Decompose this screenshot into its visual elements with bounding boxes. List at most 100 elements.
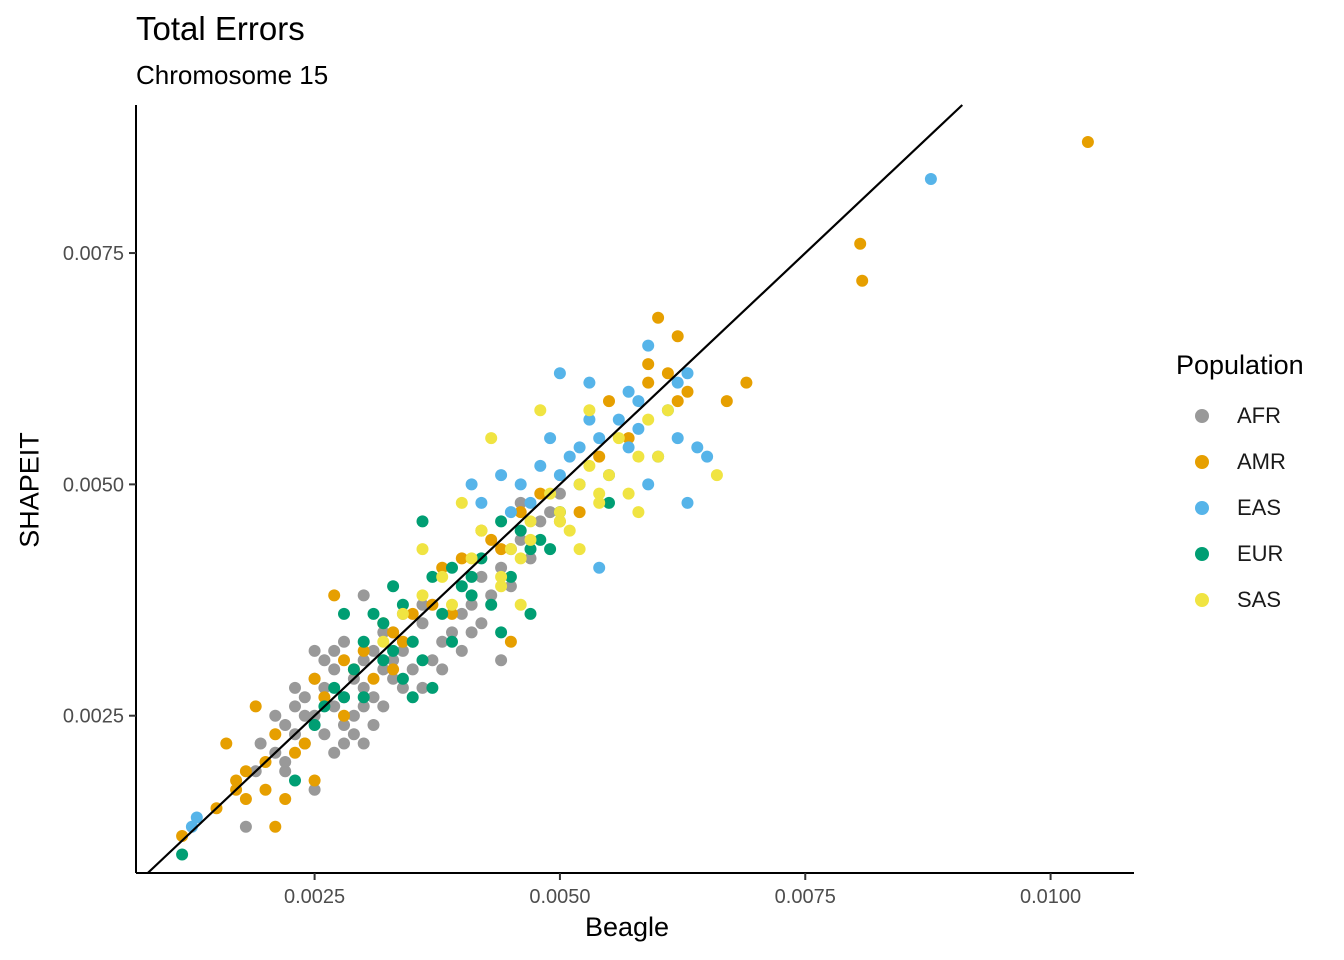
point-amr-39	[622, 432, 635, 445]
point-eur-30	[524, 543, 537, 556]
legend-title: Population	[1176, 350, 1304, 380]
point-sas-22	[583, 404, 596, 417]
point-eur-29	[524, 607, 537, 620]
point-eur-11	[387, 580, 400, 593]
point-afr-48	[475, 617, 488, 630]
point-eur-21	[455, 580, 468, 593]
y-axis-label: SHAPEIT	[14, 432, 45, 548]
point-amr-30	[485, 533, 498, 546]
point-eur-35	[396, 672, 409, 685]
point-amr-10	[279, 793, 292, 805]
point-eas-34	[632, 395, 645, 408]
point-eur-28	[514, 524, 527, 537]
legend-item-eur: EUR	[1176, 531, 1304, 577]
point-afr-45	[455, 607, 468, 620]
point-eur-17	[426, 570, 439, 583]
point-sas-21	[583, 459, 596, 472]
point-afr-30	[367, 644, 380, 657]
point-sas-36	[593, 487, 606, 500]
point-eas-2	[465, 478, 478, 491]
point-afr-62	[347, 728, 360, 741]
point-sas-7	[465, 552, 478, 565]
point-amr-32	[504, 635, 517, 648]
point-afr-8	[289, 700, 301, 713]
point-afr-59	[544, 506, 557, 519]
point-amr-5	[239, 765, 252, 778]
point-amr-46	[681, 385, 694, 398]
point-afr-27	[357, 654, 370, 667]
point-amr-47	[720, 395, 733, 408]
point-eas-3	[475, 496, 488, 509]
point-afr-4	[269, 709, 282, 722]
point-afr-63	[289, 681, 301, 694]
point-afr-41	[416, 681, 429, 694]
point-amr-26	[436, 561, 449, 574]
point-eur-36	[446, 635, 458, 648]
point-afr-23	[347, 709, 360, 722]
point-afr-57	[524, 552, 537, 565]
point-afr-71	[298, 709, 311, 722]
point-sas-18	[563, 524, 576, 537]
legend: Population AFR AMR EAS EUR SAS	[1176, 350, 1304, 623]
point-eas-14	[583, 413, 596, 426]
point-sas-31	[661, 404, 674, 417]
point-amr-43	[661, 367, 674, 380]
point-afr-31	[377, 700, 390, 713]
point-eas-10	[553, 469, 566, 482]
point-afr-74	[387, 654, 400, 667]
point-afr-56	[514, 533, 527, 546]
point-afr-2	[254, 737, 267, 750]
point-afr-46	[455, 644, 468, 657]
point-afr-58	[534, 515, 547, 528]
point-sas-33	[495, 580, 508, 593]
point-eur-34	[357, 691, 370, 704]
point-afr-32	[377, 663, 390, 676]
y-tick-label: 0.0025	[63, 706, 124, 728]
point-afr-52	[495, 561, 508, 574]
point-sas-20	[573, 478, 586, 491]
point-sas-11	[504, 543, 517, 556]
point-amr-20	[367, 672, 380, 685]
legend-item-eas: EAS	[1176, 485, 1304, 531]
point-sas-30	[652, 450, 665, 463]
point-amr-37	[593, 450, 606, 463]
point-sas-8	[475, 524, 488, 537]
point-amr-33	[514, 506, 527, 519]
point-eur-9	[377, 617, 390, 630]
point-eas-17	[593, 432, 606, 445]
point-eur-25	[485, 598, 498, 611]
point-amr-4	[239, 793, 252, 805]
point-amr-36	[573, 506, 586, 519]
point-eas-11	[553, 367, 566, 380]
point-afr-47	[465, 598, 478, 611]
x-axis-ticks: 0.0025 0.0050 0.0075 0.0100	[284, 873, 1081, 908]
point-sas-15	[534, 404, 547, 417]
point-eas-12	[563, 450, 576, 463]
point-amr-42	[652, 311, 665, 324]
legend-swatch	[1195, 455, 1209, 469]
point-eur-19	[436, 607, 449, 620]
legend-label: EAS	[1237, 495, 1282, 520]
point-sas-17	[553, 515, 566, 528]
point-eur-10	[387, 644, 400, 657]
point-sas-28	[632, 450, 645, 463]
point-afr-14	[308, 644, 321, 657]
point-eur-1	[289, 774, 301, 787]
point-amr-23	[396, 635, 409, 648]
x-tick-label: 0.0025	[284, 886, 345, 908]
legend-label: AFR	[1237, 403, 1281, 428]
point-afr-53	[504, 580, 517, 593]
point-eas-4	[495, 469, 508, 482]
point-afr-51	[495, 654, 508, 667]
point-eur-8	[367, 607, 380, 620]
point-sas-12	[514, 552, 527, 565]
point-eas-32	[701, 450, 714, 463]
point-afr-67	[416, 598, 429, 611]
point-eur-2	[308, 719, 321, 731]
point-eur-31	[534, 533, 547, 546]
point-eas-16	[593, 561, 606, 574]
point-amr-50	[856, 274, 869, 287]
point-amr-19	[357, 644, 370, 657]
point-amr-17	[338, 654, 350, 667]
x-tick-label: 0.0100	[1020, 886, 1081, 908]
